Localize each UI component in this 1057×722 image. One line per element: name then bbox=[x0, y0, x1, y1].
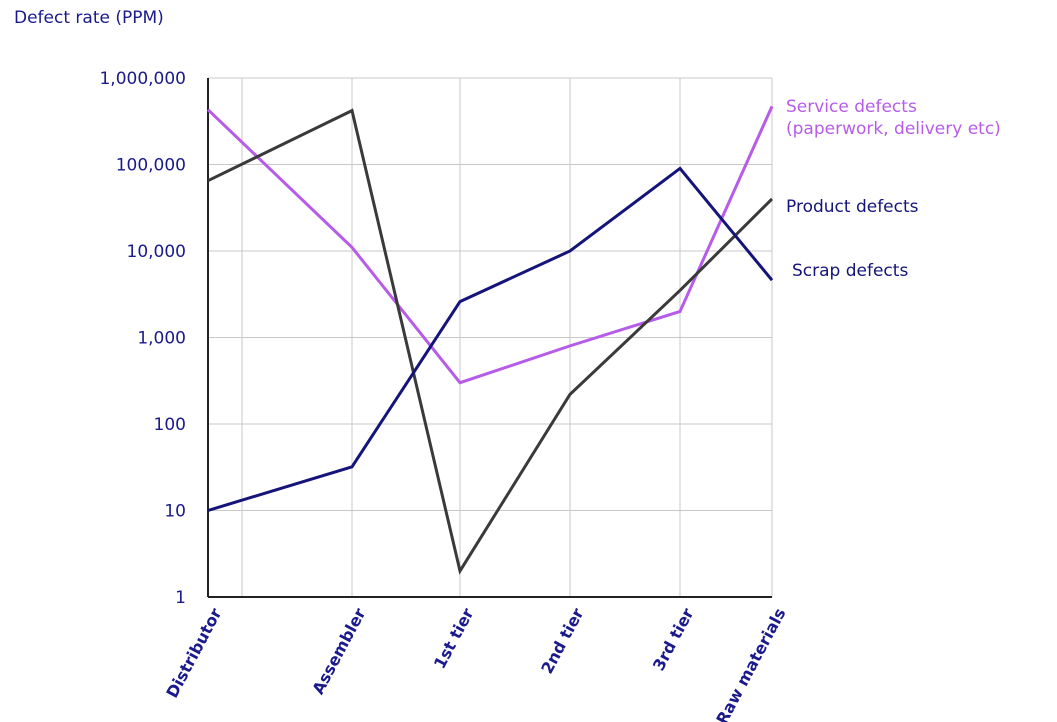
x-tick-label: Assembler bbox=[308, 605, 369, 698]
y-axis-ticks: 1 10 100 1,000 10,000 100,000 1,000,000 bbox=[99, 69, 186, 608]
legend-product-line-1: Product defects bbox=[786, 197, 919, 217]
legend-product-defects: Product defects bbox=[786, 196, 919, 218]
y-axis-title: Defect rate (PPM) bbox=[14, 8, 164, 28]
series-lines bbox=[206, 105, 774, 575]
y-tick-label: 1,000 bbox=[137, 329, 186, 349]
x-tick-label: 2nd tier bbox=[537, 605, 587, 677]
y-tick-label: 1 bbox=[175, 588, 186, 608]
y-tick-label: 100,000 bbox=[116, 156, 186, 176]
legend-scrap-defects: Scrap defects bbox=[792, 260, 908, 282]
y-tick-label: 10,000 bbox=[127, 242, 186, 262]
x-tick-label: Distributor bbox=[162, 605, 225, 701]
legend-service-defects: Service defects (paperwork, delivery etc… bbox=[786, 96, 1001, 140]
series-line-product-defects bbox=[207, 108, 774, 575]
series-line-scrap-defects bbox=[207, 166, 774, 512]
legend-service-line-2: (paperwork, delivery etc) bbox=[786, 119, 1001, 139]
y-tick-label: 1,000,000 bbox=[99, 69, 186, 89]
x-tick-label: 1st tier bbox=[430, 605, 478, 672]
y-tick-label: 100 bbox=[154, 415, 186, 435]
grid bbox=[207, 77, 773, 597]
legend-service-line-1: Service defects bbox=[786, 97, 917, 117]
x-axis-ticks: Distributor Assembler 1st tier 2nd tier 3rd … bbox=[162, 605, 789, 722]
x-tick-label: Raw materials bbox=[712, 605, 789, 722]
legend-scrap-line-1: Scrap defects bbox=[792, 261, 909, 281]
x-tick-label: 3rd tier bbox=[649, 605, 698, 674]
series-line-service-defects bbox=[206, 105, 774, 385]
y-tick-label: 10 bbox=[164, 502, 186, 522]
